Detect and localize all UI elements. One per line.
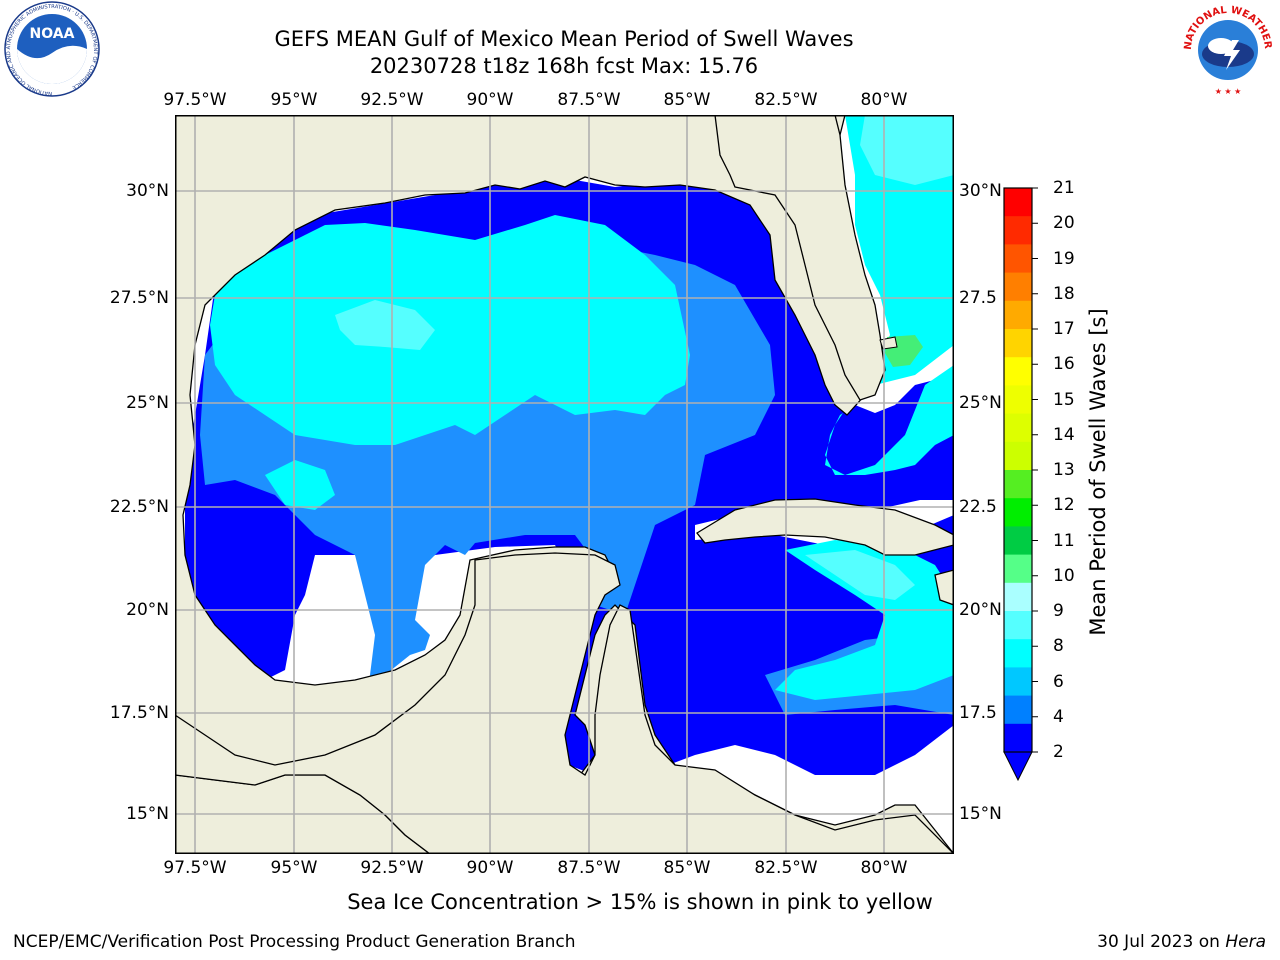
lon-tick-top: 82.5°W [754,90,818,110]
lon-tick-top: 87.5°W [557,90,621,110]
colorbar-segment [1004,385,1032,415]
lat-tick-right: 17.5 [959,703,997,723]
lon-tick-bottom: 85°W [663,858,711,878]
footer-date: 30 Jul 2023 on Hera [1097,932,1266,952]
lon-tick-bottom: 92.5°W [360,858,424,878]
lat-tick-right: 27.5 [959,288,997,308]
lat-tick-left: 30°N [126,181,169,201]
colorbar-segment [1004,272,1032,302]
lat-tick-left: 20°N [126,600,169,620]
footer-machine: Hera [1225,932,1266,952]
lat-tick-right: 22.5 [959,497,997,517]
land-hispaniola [934,569,954,606]
lon-tick-top: 92.5°W [360,90,424,110]
noaa-logo-text: NOAA [30,26,75,42]
colorbar-tick-label: 16 [1053,354,1075,375]
swell-field-8-9 [335,300,435,350]
lon-tick-top: 97.5°W [163,90,227,110]
map-frame [175,115,954,854]
lat-tick-right: 20°N [959,600,1002,620]
colorbar-segment [1004,526,1032,556]
colorbar-segment [1004,441,1032,471]
colorbar-tick-label: 18 [1053,283,1075,304]
colorbar-segment [1004,470,1032,499]
map-title: GEFS MEAN Gulf of Mexico Mean Period of … [274,27,854,51]
colorbar-title: Mean Period of Swell Waves [s] [1086,308,1110,636]
colorbar-segments [1004,188,1032,753]
lon-tick-bottom: 82.5°W [754,858,818,878]
lat-tick-right: 25°N [959,393,1002,413]
colorbar-segment [1004,216,1032,245]
lon-tick-bottom: 80°W [860,858,908,878]
lon-tick-bottom: 87.5°W [557,858,621,878]
land-cuba [696,498,954,556]
svg-text:★ ★ ★: ★ ★ ★ [1215,87,1242,96]
swell-field-6-8 [210,215,690,445]
nws-logo: NATIONAL WEATHER SERVICE ★ ★ ★ [1177,0,1276,98]
swell-period-map [175,115,954,854]
colorbar-tick-label: 17 [1053,319,1075,339]
lon-tick-top: 85°W [663,90,711,110]
lon-tick-top: 80°W [860,90,908,110]
colorbar-segment [1004,667,1032,697]
footer-producer: NCEP/EMC/Verification Post Processing Pr… [13,932,576,952]
colorbar-extend-arrow [1003,751,1033,782]
colorbar-segment [1004,582,1032,612]
lat-tick-right: 15°N [959,804,1002,824]
colorbar-segment [1004,413,1032,443]
land-florida [714,115,886,401]
colorbar-tick-label: 10 [1053,565,1075,586]
noaa-logo: NATIONAL OCEANIC AND ATMOSPHERIC ADMINIS… [4,1,100,97]
colorbar-segment [1004,498,1032,527]
lat-tick-left: 15°N [126,804,169,824]
lon-tick-bottom: 95°W [270,858,318,878]
colorbar-segment [1004,357,1032,386]
footer-date-text: 30 Jul 2023 on [1097,932,1226,952]
colorbar-tick-label: 4 [1053,706,1064,727]
land-yucatan [175,552,954,854]
map-subtitle: 20230728 t18z 168h fcst Max: 15.76 [369,54,759,78]
colorbar-segment [1004,554,1032,584]
colorbar-tick-label: 19 [1053,248,1075,269]
colorbar-segment [1004,611,1032,640]
colorbar-tick-label: 15 [1053,389,1075,410]
colorbar-tick-label: 6 [1053,671,1064,692]
colorbar-segment [1004,244,1032,274]
colorbar-tick-label: 9 [1053,601,1064,621]
colorbar-tick-label: 13 [1053,460,1075,480]
colorbar-tick-label: 12 [1053,495,1075,516]
sea-ice-note: Sea Ice Concentration > 15% is shown in … [347,890,933,914]
swell-field-6-8 [265,460,335,510]
colorbar [1003,187,1038,782]
colorbar-segment [1004,723,1032,753]
swell-field-6-8 [825,115,954,475]
lat-tick-left: 22.5°N [109,497,169,517]
colorbar-segment [1004,300,1032,330]
swell-field-8-9 [805,550,915,600]
colorbar-segment [1004,695,1032,725]
lon-tick-top: 95°W [270,90,318,110]
colorbar-segment [1004,639,1032,668]
lon-tick-bottom: 90°W [466,858,514,878]
colorbar-tick-label: 11 [1053,530,1075,551]
graticule [175,115,954,854]
colorbar-tick-label: 21 [1053,178,1075,198]
colorbar-segment [1004,188,1032,217]
colorbar-tick-label: 20 [1053,213,1075,234]
lon-tick-top: 90°W [466,90,514,110]
colorbar-segment [1004,329,1032,358]
lon-tick-bottom: 97.5°W [163,858,227,878]
lat-tick-left: 17.5°N [109,703,169,723]
colorbar-tick-label: 2 [1053,742,1064,762]
lat-tick-left: 25°N [126,393,169,413]
lat-tick-right: 30°N [959,181,1002,201]
colorbar-tick-label: 8 [1053,636,1064,657]
lat-tick-left: 27.5°N [109,288,169,308]
colorbar-tick-label: 14 [1053,424,1075,445]
